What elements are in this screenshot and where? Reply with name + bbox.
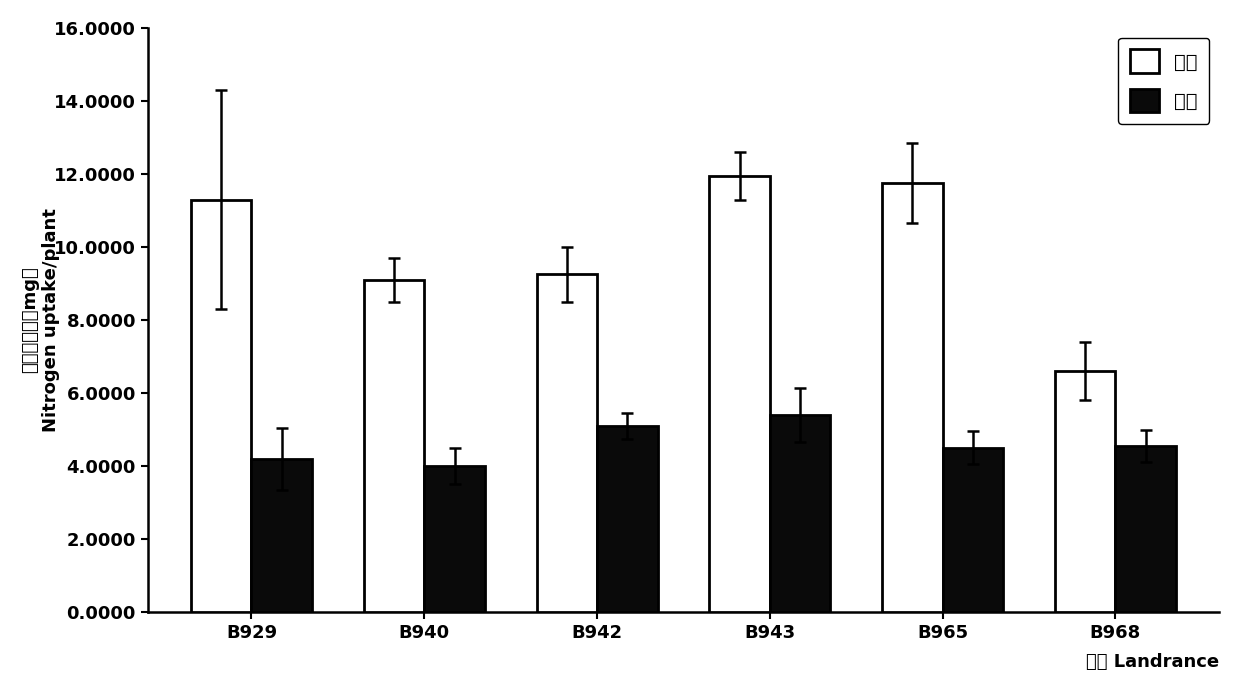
Bar	[252, 459, 312, 612]
Bar	[942, 448, 1003, 612]
Bar	[1055, 371, 1116, 612]
Bar	[882, 183, 942, 612]
Bar	[537, 275, 598, 612]
Bar	[598, 426, 657, 612]
X-axis label: 品种 Landrance: 品种 Landrance	[1086, 653, 1219, 671]
Legend: 全氮, 低氮: 全氮, 低氮	[1118, 37, 1209, 124]
Y-axis label: 单株吸氮量（mg）
Nitrogen uptake/plant: 单株吸氮量（mg） Nitrogen uptake/plant	[21, 208, 60, 432]
Bar	[709, 176, 770, 612]
Bar	[424, 466, 485, 612]
Bar	[1116, 446, 1176, 612]
Bar	[191, 199, 252, 612]
Bar	[770, 415, 831, 612]
Bar	[363, 280, 424, 612]
